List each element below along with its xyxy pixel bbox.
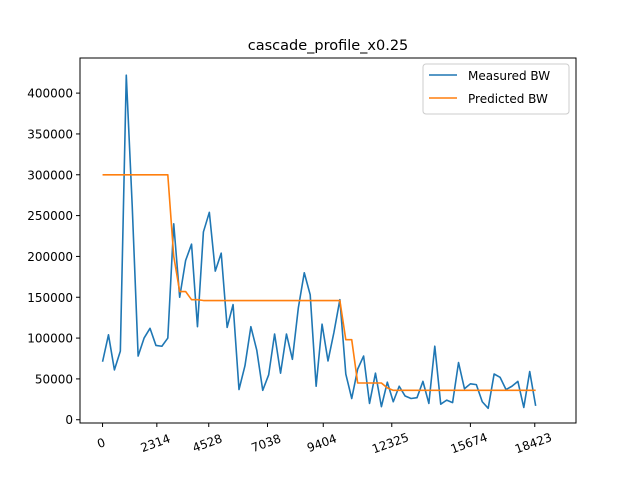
- y-tick-label: 300000: [27, 168, 73, 182]
- axes-frame: [79, 57, 577, 424]
- legend-label-measured-bw: Measured BW: [468, 69, 550, 83]
- legend-label-predicted-bw: Predicted BW: [468, 92, 548, 106]
- y-tick-label: 50000: [35, 372, 73, 386]
- y-tick-label: 200000: [27, 250, 73, 264]
- y-tick-label: 100000: [27, 332, 73, 346]
- legend: Measured BW Predicted BW: [422, 63, 570, 115]
- series-line-measured-bw: [101, 74, 537, 410]
- y-axis: 0 50000 100000 150000 200000 250000 300000 3500…: [27, 87, 80, 427]
- series-layer: [101, 74, 537, 410]
- chart-title: cascade_profile_x0.25: [248, 38, 409, 54]
- y-tick-label: 250000: [27, 209, 73, 223]
- series-line-predicted-bw: [102, 173, 536, 392]
- y-tick-label: 350000: [27, 127, 73, 141]
- x-tick-label: 0: [95, 435, 107, 451]
- legend-box: [422, 63, 570, 115]
- y-tick-label: 150000: [27, 291, 73, 305]
- y-tick-label: 0: [65, 413, 73, 427]
- y-tick-label: 400000: [27, 87, 73, 101]
